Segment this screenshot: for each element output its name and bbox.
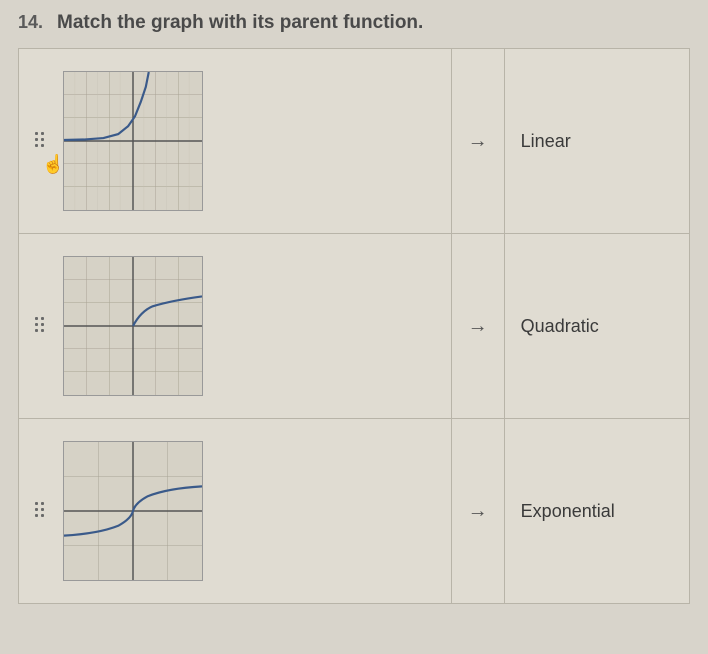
drag-handle-icon[interactable]	[35, 132, 51, 150]
question-number: 14.	[18, 12, 43, 33]
answer-label-quadratic[interactable]: Quadratic	[504, 234, 689, 419]
drag-handle-icon[interactable]	[35, 502, 51, 520]
match-table: ☝ → Linear	[18, 48, 690, 604]
arrow-icon: →	[451, 49, 504, 234]
graph-sqrt[interactable]	[63, 256, 203, 396]
table-row: → Exponential	[19, 419, 690, 604]
answer-label-linear[interactable]: Linear	[504, 49, 689, 234]
arrow-icon: →	[451, 419, 504, 604]
graph-cubic[interactable]	[63, 441, 203, 581]
arrow-icon: →	[451, 234, 504, 419]
graph-cell	[19, 234, 452, 419]
table-row: ☝ → Linear	[19, 49, 690, 234]
graph-cell: ☝	[19, 49, 452, 234]
question-prompt: Match the graph with its parent function…	[57, 12, 423, 34]
graph-exponential[interactable]: ☝	[63, 71, 203, 211]
drag-handle-icon[interactable]	[35, 317, 51, 335]
answer-label-exponential[interactable]: Exponential	[504, 419, 689, 604]
cursor-icon: ☝	[42, 154, 64, 175]
graph-cell	[19, 419, 452, 604]
question-header: 14. Match the graph with its parent func…	[18, 12, 690, 34]
table-row: → Quadratic	[19, 234, 690, 419]
